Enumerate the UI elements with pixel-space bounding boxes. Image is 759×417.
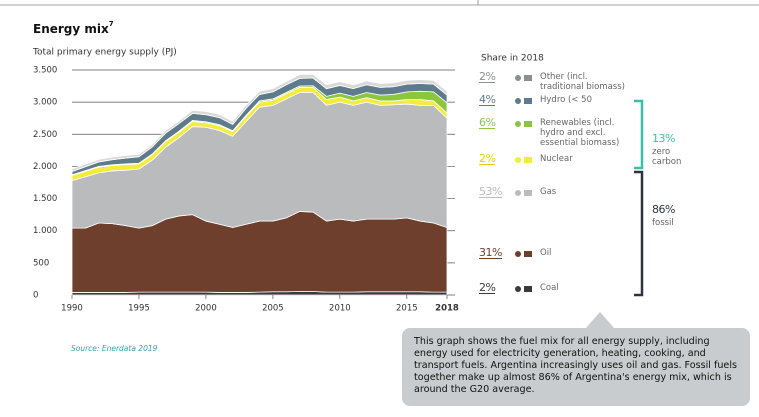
legend-icon	[515, 157, 521, 163]
note: This graph shows the fuel mix for all en…	[402, 328, 750, 406]
y-tick-label: 500	[33, 258, 49, 268]
title-footnote: 7	[109, 20, 114, 28]
x-tick-label: 2015	[396, 304, 418, 314]
legend-icon	[515, 75, 521, 81]
legend-label: Nuclear	[540, 154, 573, 164]
x-tick-label: 2018	[435, 304, 459, 314]
legend-icon	[524, 98, 532, 104]
source: Source: Enerdata 2019	[71, 344, 158, 353]
legend-icon	[515, 190, 521, 196]
legend-label: Renewables (incl. hydro and excl. essent…	[540, 118, 620, 148]
legend-icon	[515, 98, 521, 104]
legend-label: Other (incl. traditional biomass)	[540, 72, 625, 92]
chart-title: Energy mix7	[33, 20, 114, 36]
area	[71, 73, 448, 173]
legend-icon	[524, 157, 532, 163]
y-tick-label: 3.000	[33, 98, 57, 108]
group-share: 13%	[652, 132, 675, 145]
y-tick-label: 3.500	[33, 66, 57, 76]
legend-share: 2%	[479, 152, 496, 165]
share-heading: Share in 2018	[481, 54, 544, 64]
legend-icon	[524, 251, 532, 257]
bracket	[634, 170, 644, 297]
legend-icon	[515, 121, 521, 127]
y-tick-label: 2.000	[33, 162, 57, 172]
x-tick-label: 2010	[329, 304, 351, 314]
legend-share: 6%	[479, 116, 496, 129]
legend-icon	[515, 286, 521, 292]
bracket	[634, 99, 644, 170]
title-text: Energy mix	[33, 22, 109, 36]
x-tick-label: 2005	[262, 304, 284, 314]
legend-icon	[524, 75, 532, 81]
group-share: 86%	[652, 203, 675, 216]
x-tick-label: 1995	[128, 304, 150, 314]
legend-share: 2%	[479, 70, 496, 83]
legend-icon	[524, 286, 532, 292]
y-tick-label: 1.000	[33, 226, 57, 236]
y-tick-label: 2.500	[33, 130, 57, 140]
legend-share: 4%	[479, 93, 496, 106]
group-label: fossil	[652, 218, 674, 228]
group-label: zero carbon	[652, 147, 682, 167]
y-tick-label: 0	[33, 291, 38, 301]
legend-label: Gas	[540, 187, 557, 197]
legend-icon	[524, 121, 532, 127]
x-tick-label: 2000	[195, 304, 217, 314]
legend-label: Coal	[540, 283, 559, 293]
legend-label: Oil	[540, 248, 552, 258]
legend-label: Hydro (< 50	[540, 95, 592, 105]
note-pointer	[585, 312, 615, 329]
subtitle: Total primary energy supply (PJ)	[32, 48, 177, 58]
legend-icon	[524, 190, 532, 196]
legend-share: 2%	[479, 281, 496, 294]
y-tick-label: 1.500	[33, 194, 57, 204]
legend-share: 31%	[479, 246, 502, 259]
x-tick-label: 1990	[61, 304, 83, 314]
legend-icon	[515, 251, 521, 257]
legend-share: 53%	[479, 185, 502, 198]
